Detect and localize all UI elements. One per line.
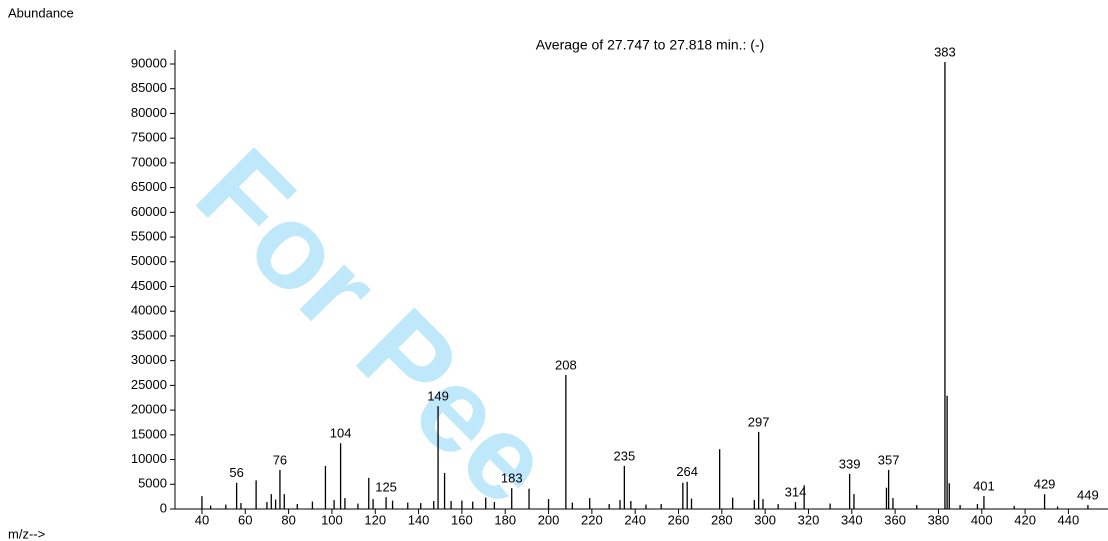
x-tick-label: 120 (364, 512, 386, 527)
y-tick-label: 80000 (131, 105, 167, 120)
y-tick-label: 10000 (131, 451, 167, 466)
y-tick-label: 5000 (138, 476, 167, 491)
peak-label: 401 (973, 479, 995, 494)
peak-label: 339 (839, 456, 861, 471)
peak-label: 383 (934, 44, 956, 59)
x-tick-label: 140 (408, 512, 430, 527)
y-tick-label: 65000 (131, 179, 167, 194)
y-tick-label: 20000 (131, 402, 167, 417)
peak-label: 76 (273, 452, 287, 467)
peak-label: 357 (878, 452, 900, 467)
x-tick-label: 180 (494, 512, 516, 527)
peak-label: 429 (1034, 477, 1056, 492)
peak-label: 314 (785, 485, 807, 500)
x-tick-label: 80 (281, 512, 295, 527)
y-tick-label: 45000 (131, 278, 167, 293)
x-tick-label: 400 (971, 512, 993, 527)
x-tick-label: 320 (798, 512, 820, 527)
y-tick-label: 15000 (131, 426, 167, 441)
x-tick-label: 440 (1058, 512, 1080, 527)
peak-label: 183 (501, 471, 523, 486)
x-tick-label: 380 (928, 512, 950, 527)
y-tick-label: 85000 (131, 80, 167, 95)
x-tick-label: 160 (451, 512, 473, 527)
y-tick-label: 70000 (131, 154, 167, 169)
x-tick-label: 60 (238, 512, 252, 527)
y-tick-label: 60000 (131, 204, 167, 219)
peak-label: 125 (375, 480, 397, 495)
x-tick-label: 40 (195, 512, 209, 527)
y-tick-label: 90000 (131, 55, 167, 70)
peak-label: 297 (748, 414, 770, 429)
peak-label: 449 (1077, 487, 1099, 502)
peak-label: 104 (330, 426, 352, 441)
y-tick-label: 75000 (131, 130, 167, 145)
x-tick-label: 340 (841, 512, 863, 527)
y-tick-label: 35000 (131, 327, 167, 342)
y-tick-label: 50000 (131, 253, 167, 268)
peak-label: 208 (555, 357, 577, 372)
chart-title: Average of 27.747 to 27.818 min.: (-) (536, 37, 765, 53)
y-tick-label: 25000 (131, 377, 167, 392)
peak-label: 149 (427, 389, 449, 404)
x-tick-label: 300 (754, 512, 776, 527)
y-tick-label: 30000 (131, 352, 167, 367)
x-tick-label: 240 (624, 512, 646, 527)
peak-label: 56 (229, 465, 243, 480)
x-tick-label: 220 (581, 512, 603, 527)
x-axis-label: m/z--> (8, 526, 45, 541)
x-tick-label: 280 (711, 512, 733, 527)
y-tick-label: 55000 (131, 228, 167, 243)
x-tick-label: 420 (1014, 512, 1036, 527)
peak-label: 264 (676, 464, 698, 479)
x-tick-label: 100 (321, 512, 343, 527)
x-tick-label: 260 (668, 512, 690, 527)
x-tick-label: 360 (884, 512, 906, 527)
peak-label: 235 (614, 448, 636, 463)
y-axis-label: Abundance (8, 5, 74, 20)
x-tick-label: 200 (538, 512, 560, 527)
y-tick-label: 40000 (131, 303, 167, 318)
y-tick-label: 0 (160, 500, 167, 515)
